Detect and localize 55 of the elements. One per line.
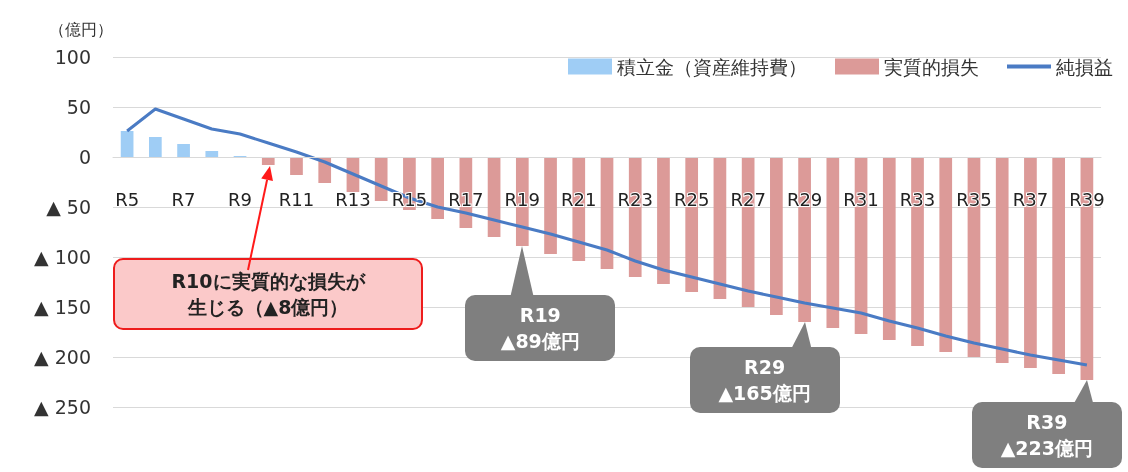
x-tick-label: R21 xyxy=(561,188,597,210)
x-tick-label: R13 xyxy=(335,188,371,210)
y-tick-label: 100 xyxy=(54,46,91,68)
x-tick-label: R29 xyxy=(786,188,823,210)
bar xyxy=(431,157,444,219)
y-tick-label: ▲ 100 xyxy=(34,246,91,268)
x-tick-label: R35 xyxy=(956,188,992,210)
x-tick-label: R33 xyxy=(899,188,936,210)
bar xyxy=(120,131,134,157)
x-tick-label: R9 xyxy=(228,188,253,210)
x-tick-label: R7 xyxy=(171,188,196,210)
x-tick-label: R19 xyxy=(504,188,541,210)
bar xyxy=(600,157,614,269)
annotation: R10に実質的な損失が生じる（▲8億円） xyxy=(170,269,367,320)
bar xyxy=(657,157,670,284)
bar xyxy=(713,157,727,299)
bar xyxy=(487,157,501,237)
annotation: R29 ▲165億円 xyxy=(718,355,811,406)
y-tick-label: ▲ 200 xyxy=(34,346,91,368)
bar xyxy=(177,144,190,157)
x-tick-label: R5 xyxy=(115,188,140,210)
x-tick-label: R11 xyxy=(278,188,315,210)
bar xyxy=(290,157,303,175)
x-tick-label: R27 xyxy=(730,188,766,210)
y-axis-title: （億円） xyxy=(49,19,113,39)
annotation: R19 ▲89億円 xyxy=(500,303,580,354)
bar xyxy=(148,137,162,157)
bar xyxy=(826,157,840,328)
y-tick-label: ▲ 250 xyxy=(34,396,91,418)
legend-label: 純損益 xyxy=(1056,55,1113,78)
y-tick-label: ▲ 150 xyxy=(34,296,91,318)
bar xyxy=(882,157,896,340)
bar xyxy=(939,157,953,352)
x-tick-label: R39 xyxy=(1069,188,1105,210)
x-tick-label: R37 xyxy=(1012,188,1049,210)
legend-label: 積立金（資産維持費） xyxy=(617,55,807,78)
bar xyxy=(544,157,557,254)
annotation: R39 ▲223億円 xyxy=(1000,410,1094,461)
bar xyxy=(205,151,219,157)
speech-bubble: R39 ▲223億円 xyxy=(971,402,1122,468)
bar xyxy=(995,157,1009,363)
bar xyxy=(374,157,388,201)
y-tick-label: 50 xyxy=(66,96,91,118)
speech-bubble: R29 ▲165億円 xyxy=(689,347,840,413)
legend-label: 実質的損失 xyxy=(884,55,979,78)
y-tick-label: 0 xyxy=(78,146,91,168)
speech-bubble: R19 ▲89億円 xyxy=(465,295,616,361)
bar xyxy=(1052,157,1066,374)
x-tick-label: R17 xyxy=(448,188,484,210)
x-tick-label: R31 xyxy=(843,188,879,210)
bar xyxy=(770,157,783,315)
callout-box: R10に実質的な損失が生じる（▲8億円） xyxy=(113,258,423,330)
y-tick-label: ▲ 50 xyxy=(46,196,91,218)
x-tick-label: R23 xyxy=(617,188,653,210)
x-tick-label: R25 xyxy=(673,188,710,210)
